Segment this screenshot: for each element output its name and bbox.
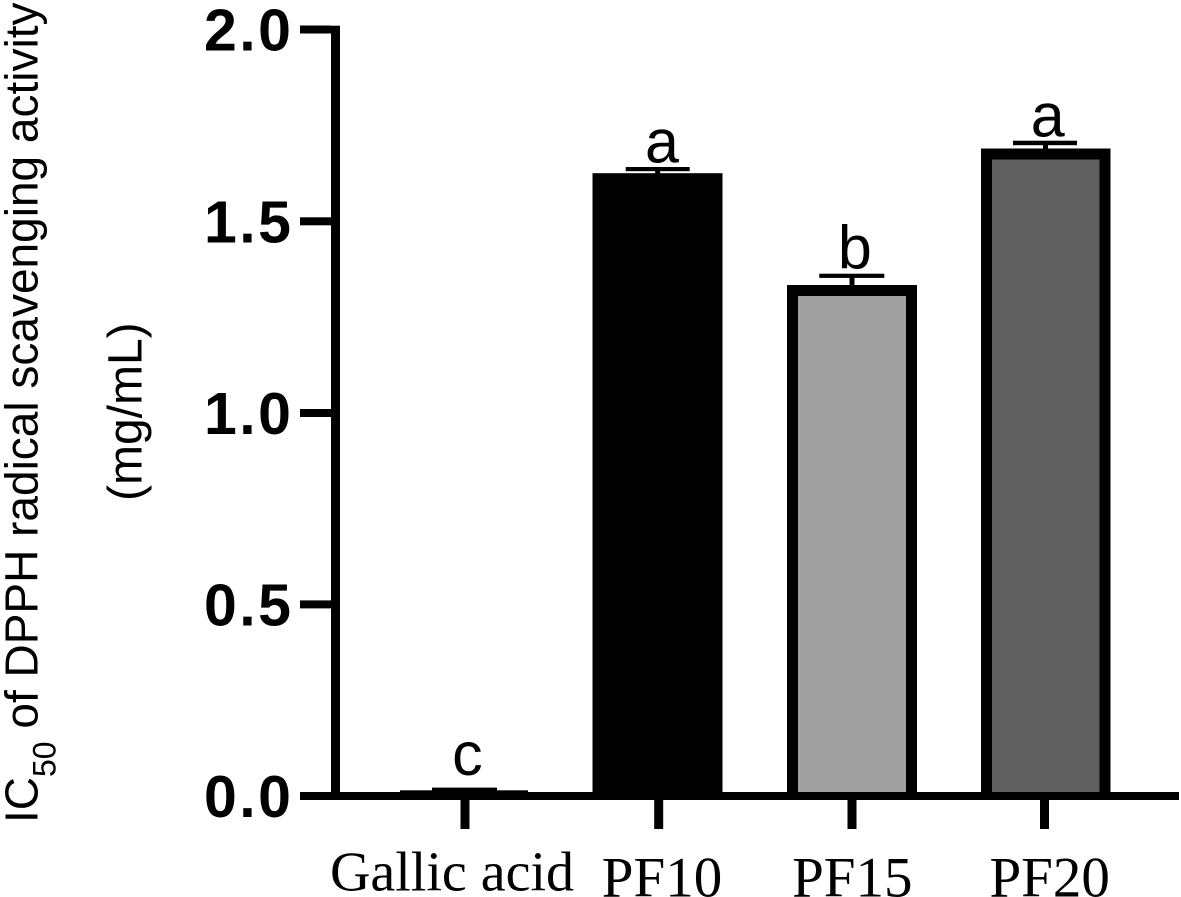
svg-text:0.5: 0.5 [204,573,294,639]
svg-text:Gallic acid: Gallic acid [330,842,574,897]
svg-text:PF20: PF20 [989,847,1109,897]
svg-text:a: a [645,108,679,176]
svg-text:c: c [452,720,483,788]
svg-text:a: a [1031,82,1065,150]
svg-text:PF15: PF15 [792,847,912,897]
svg-text:PF10: PF10 [602,846,722,897]
svg-text:0.0: 0.0 [204,764,294,830]
svg-text:1.5: 1.5 [204,189,294,255]
svg-text:(mg/mL): (mg/mL) [99,322,152,501]
svg-text:1.0: 1.0 [204,381,294,447]
svg-text:b: b [838,214,872,282]
svg-text:2.0: 2.0 [204,0,294,64]
